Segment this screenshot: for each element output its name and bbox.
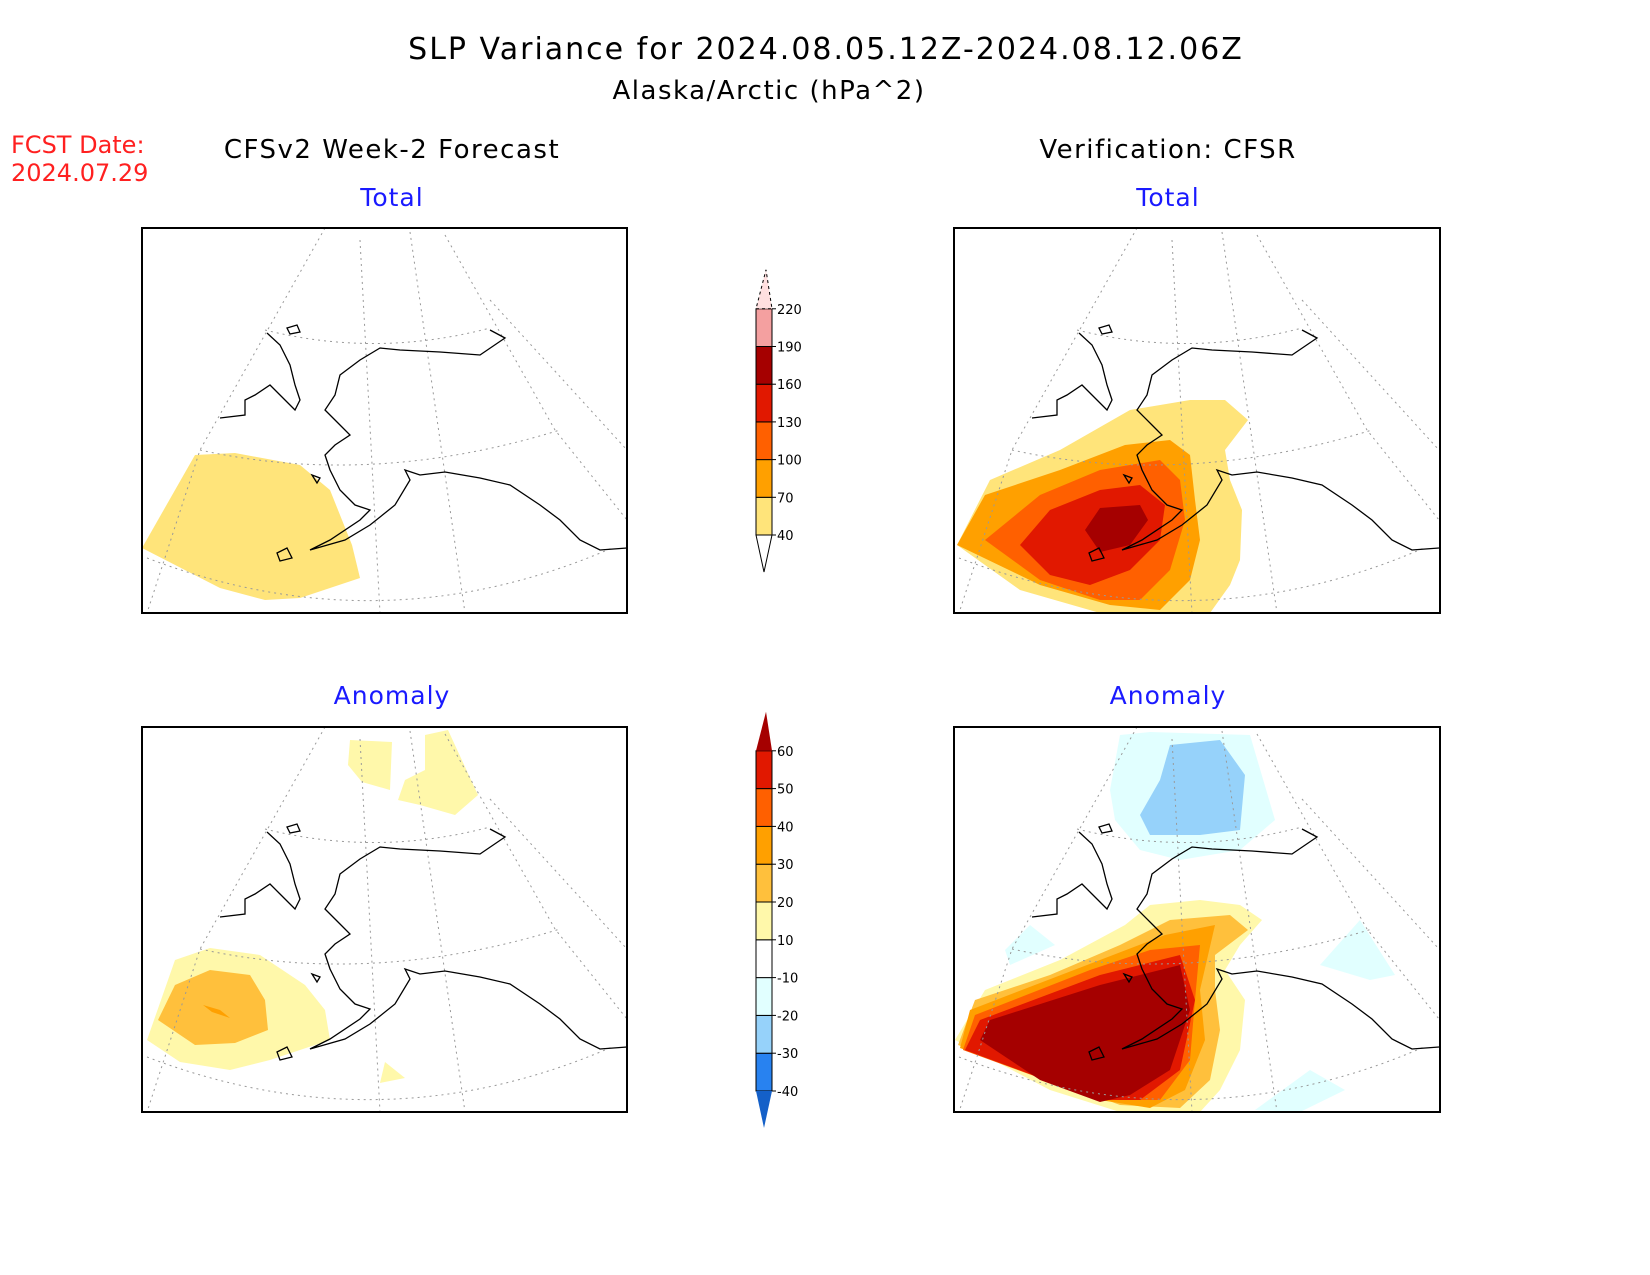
colorbar-label: -30 [777,1047,798,1062]
contour-neg20-neg30 [1140,740,1245,835]
map-frame [141,227,628,614]
colorbar-label: -40 [777,1085,798,1100]
colorbar-label: 50 [777,783,794,798]
verification-column-title: Verification: CFSR [1039,135,1296,165]
colorbar-label: -10 [777,972,798,987]
panel-title-verification-total: Total [1135,183,1199,212]
colorbar-label: 20 [777,896,794,911]
fcst-date-label: FCST Date: [11,131,145,159]
colorbar-segment [755,308,773,347]
contour-10-20 [398,730,478,815]
colorbar-label: 40 [777,529,794,544]
colorbar-segment [755,383,773,423]
colorbar-total: 40 70 100 130 160 190 220 [755,269,802,573]
colorbar-label: 100 [777,454,802,469]
colorbar-label: 130 [777,416,802,431]
panel-title-forecast-anomaly: Anomaly [334,681,451,710]
colorbar-segment [755,1014,773,1054]
contour-160-190 [1085,505,1148,552]
colorbar-segment [755,459,773,498]
map-frame [141,726,628,1113]
colorbar-segment [755,825,773,865]
contour-neg10-neg20 [1255,1070,1345,1112]
colorbar-min-triangle [756,1091,772,1128]
colorbar-label: 160 [777,378,802,393]
contour-neg10-neg20 [1005,925,1055,965]
colorbar-segment [755,939,773,979]
contour-neg10-neg20 [1320,920,1395,980]
colorbar-segment [755,421,773,461]
colorbar-segment [755,346,773,385]
colorbar-label: 70 [777,491,794,506]
colorbar-min-triangle [755,534,773,573]
contour-20-30 [158,970,268,1045]
contour-30-40 [203,1005,230,1018]
colorbar-max-triangle [756,711,772,751]
forecast-column-title: CFSv2 Week-2 Forecast [224,135,560,165]
colorbar-segment [755,750,773,790]
figure-subtitle: Alaska/Arctic (hPa^2) [613,76,926,106]
colorbar-segment [755,496,773,536]
contour-40-70 [142,453,360,600]
colorbar-label: 190 [777,341,802,356]
colorbar-label: 220 [777,303,802,318]
figure-title: SLP Variance for 2024.08.05.12Z-2024.08.… [408,32,1244,67]
map-frame [953,227,1441,614]
contour-10-20 [348,740,392,790]
colorbar-segment [755,1052,773,1092]
colorbar-segment [755,863,773,903]
colorbar-anomaly: -40 -30 -20 -10 10 20 30 40 50 60 [755,711,798,1128]
colorbar-segment [755,901,773,941]
colorbar-segment [755,788,773,827]
colorbar-max-triangle [755,269,773,310]
fcst-date-value: 2024.07.29 [11,159,148,187]
map-verification-total [957,228,1440,613]
colorbar-segment [755,977,773,1016]
panel-title-forecast-total: Total [359,183,423,212]
colorbar-label: 60 [777,745,794,760]
colorbar-label: 10 [777,934,794,949]
map-forecast-anomaly [146,727,627,1112]
contour-above-60 [980,965,1190,1102]
panel-title-verification-anomaly: Anomaly [1110,681,1227,710]
colorbar-label: -20 [777,1009,798,1024]
contour-10-20 [380,1062,405,1083]
map-verification-anomaly [955,727,1440,1112]
map-forecast-total [142,228,627,613]
colorbar-label: 30 [777,858,794,873]
map-frame [953,726,1441,1113]
colorbar-label: 40 [777,820,794,835]
